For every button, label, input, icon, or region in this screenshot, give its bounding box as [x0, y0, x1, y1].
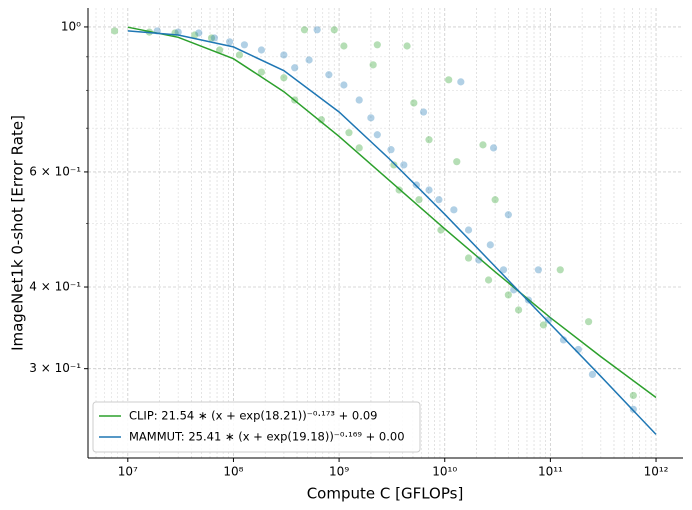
- point: [355, 96, 363, 104]
- point: [325, 71, 333, 79]
- point: [373, 41, 381, 49]
- point: [300, 26, 309, 34]
- point: [489, 144, 498, 152]
- point: [556, 266, 564, 274]
- point: [191, 31, 199, 39]
- point: [111, 27, 119, 35]
- point: [437, 226, 445, 234]
- point: [207, 34, 216, 42]
- point: [475, 256, 483, 264]
- point: [403, 42, 411, 50]
- point: [534, 266, 542, 274]
- point: [210, 34, 218, 42]
- y-axis-label: ImageNet1k 0-shot [Error Rate]: [9, 115, 27, 351]
- y-tick-label: 4 × 10⁻¹: [29, 280, 81, 294]
- x-axis-label: Compute C [GFLOPs]: [307, 485, 464, 503]
- point: [445, 76, 453, 84]
- point: [345, 129, 353, 137]
- point: [257, 68, 266, 76]
- legend-label: MAMMUT: 25.41 ∗ (x + exp(19.18))⁻⁰·¹⁶⁹ +…: [129, 430, 405, 444]
- legend-label: CLIP: 21.54 ∗ (x + exp(18.21))⁻⁰·¹⁷³ + 0…: [129, 409, 377, 423]
- point: [280, 51, 288, 59]
- point: [450, 206, 458, 214]
- point: [195, 29, 203, 37]
- point: [453, 158, 461, 166]
- point: [464, 226, 473, 234]
- x-tick-label: 10¹¹: [538, 465, 563, 479]
- x-tick-label: 10⁹: [329, 465, 349, 479]
- point: [457, 78, 465, 86]
- point: [369, 61, 377, 69]
- point: [280, 74, 288, 82]
- point: [499, 266, 508, 274]
- point: [313, 26, 321, 34]
- point: [435, 196, 443, 204]
- x-tick-label: 10¹⁰: [432, 465, 457, 479]
- point: [216, 46, 224, 54]
- point: [419, 108, 428, 116]
- point: [585, 318, 593, 326]
- point: [291, 64, 299, 72]
- point: [305, 56, 313, 64]
- point: [355, 144, 363, 152]
- point: [514, 306, 523, 314]
- point: [629, 391, 637, 400]
- point: [504, 211, 512, 219]
- point: [491, 196, 499, 204]
- point: [340, 81, 348, 89]
- point: [317, 116, 325, 124]
- x-tick-label: 10⁷: [118, 465, 138, 479]
- point: [226, 38, 234, 46]
- point: [486, 241, 494, 249]
- point: [387, 146, 395, 154]
- point: [588, 370, 597, 379]
- point: [174, 28, 182, 36]
- point: [340, 42, 348, 50]
- y-tick-label: 6 × 10⁻¹: [29, 164, 81, 178]
- x-tick-label: 10¹²: [644, 465, 669, 479]
- y-tick-label: 3 × 10⁻¹: [29, 361, 81, 375]
- point: [257, 46, 266, 54]
- point: [240, 41, 249, 49]
- point: [425, 136, 433, 144]
- point: [504, 291, 512, 299]
- point: [484, 276, 493, 284]
- point: [330, 26, 338, 34]
- point: [425, 186, 433, 194]
- fit-line: [127, 30, 657, 435]
- point: [415, 196, 423, 204]
- y-tick-label: 10⁰: [61, 19, 81, 33]
- point: [410, 99, 418, 107]
- point: [559, 336, 568, 344]
- point: [464, 254, 473, 262]
- point: [390, 161, 398, 169]
- point: [235, 51, 244, 59]
- legend-box: [92, 401, 421, 453]
- point: [367, 114, 375, 122]
- point: [539, 321, 548, 329]
- x-tick-label: 10⁸: [223, 465, 243, 479]
- point: [629, 405, 637, 413]
- fit-line: [127, 26, 657, 399]
- point: [400, 161, 408, 169]
- point: [373, 131, 381, 139]
- point: [544, 316, 553, 324]
- point: [479, 141, 487, 149]
- point: [510, 286, 518, 294]
